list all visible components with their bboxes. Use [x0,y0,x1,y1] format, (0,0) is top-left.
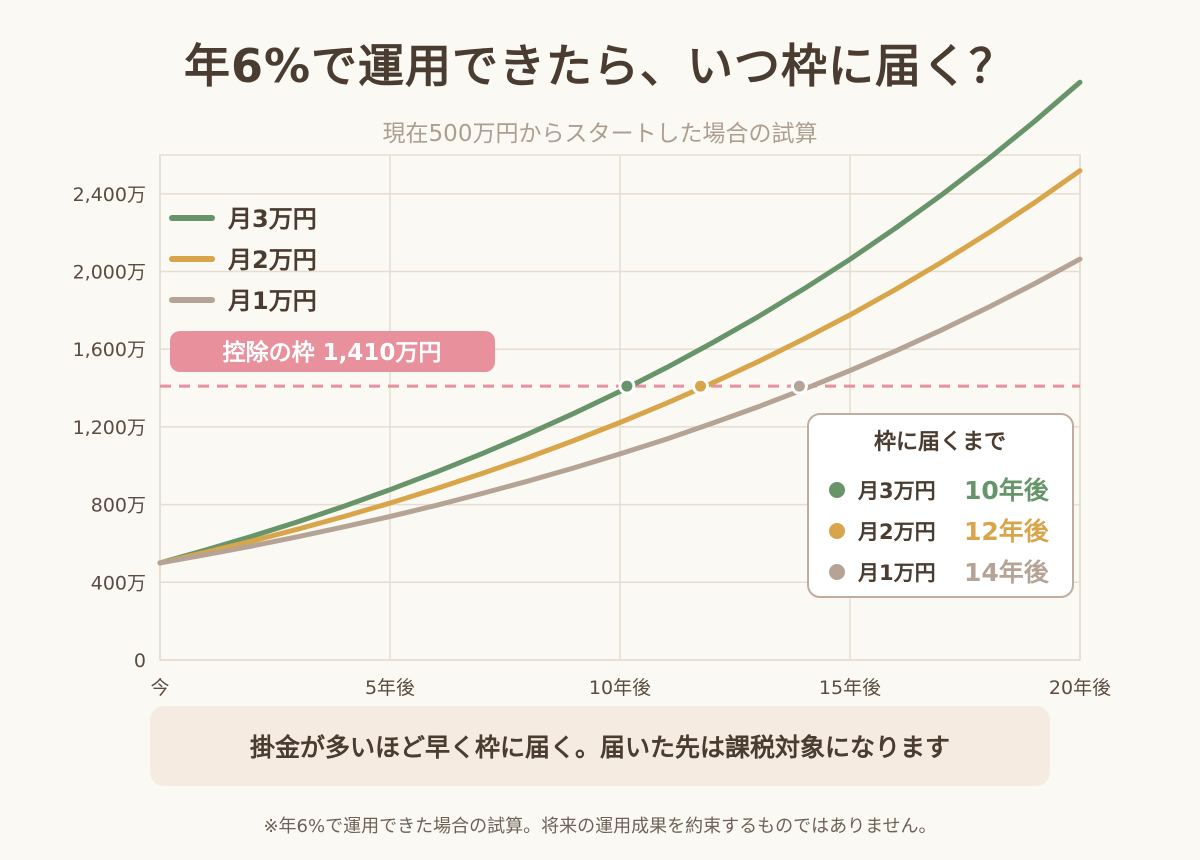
series-lines [157,79,1083,566]
reach-row-label: 月2万円 [857,520,936,544]
reach-box-frame [807,413,1074,598]
reach-row-result: 12年後 [964,517,1050,546]
y-tick-label: 400万 [91,572,146,594]
reach-row-result: 10年後 [964,476,1050,505]
threshold-label-text: 控除の枠 1,410万円 [223,339,442,366]
reach-row-dot [829,482,845,498]
conclusion-text: 掛金が多いほど早く枠に届く。届いた先は課税対象になります [249,733,950,762]
reach-row-dot [829,523,845,539]
y-tick-label: 1,200万 [73,417,146,439]
y-tick-label: 0 [134,650,146,672]
x-tick-label: 10年後 [589,677,651,699]
legend-label: 月1万円 [227,287,317,315]
threshold-label-pill [170,331,495,372]
reach-row-label: 月3万円 [857,479,936,503]
x-tick-label: 5年後 [365,677,415,699]
reach-row-result: 14年後 [964,558,1050,587]
series-line [157,168,1083,566]
legend-label: 月2万円 [227,246,317,274]
reach-row-label: 月1万円 [857,561,936,585]
series-line [157,79,1083,566]
crossing-marker [692,377,709,395]
legend-label: 月3万円 [227,205,317,233]
x-tick-label: 今 [150,677,169,699]
reach-box-title: 枠に届くまで [874,430,1006,455]
y-tick-label: 2,400万 [73,184,146,206]
y-tick-label: 1,600万 [73,339,146,361]
crossing-marker [618,377,636,395]
y-tick-label: 800万 [91,495,146,517]
page-title: 年6%で運用できたら、いつ枠に届く？ [183,39,1017,93]
footnote: ※年6%で運用できた場合の試算。将来の運用成果を約束するものではありません。 [263,816,937,837]
x-tick-label: 20年後 [1049,677,1111,699]
x-tick-label: 15年後 [819,677,881,699]
reach-row-dot [829,564,845,580]
crossing-markers [618,377,808,395]
page-subtitle: 現在500万円からスタートした場合の試算 [382,121,818,147]
series-line [157,256,1083,566]
crossing-marker [790,377,808,395]
y-tick-label: 2,000万 [73,262,146,284]
conclusion-banner: 掛金が多いほど早く枠に届く。届いた先は課税対象になります [150,706,1050,786]
threshold-label: 控除の枠 1,410万円 [170,331,495,372]
